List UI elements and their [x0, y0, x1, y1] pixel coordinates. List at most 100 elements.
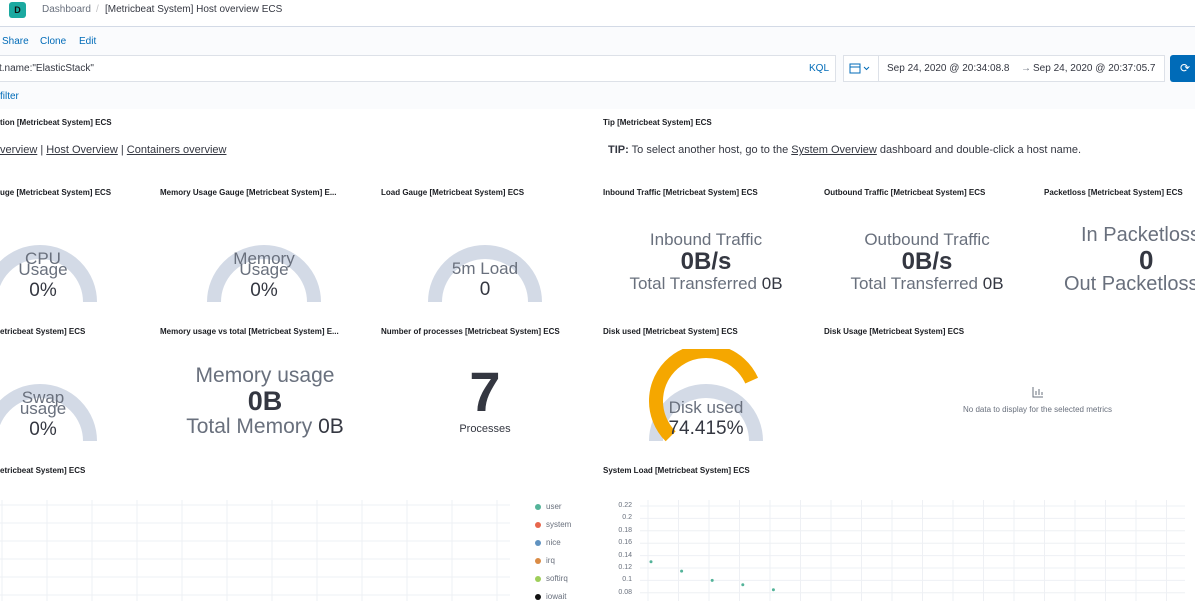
total-memory-value: 0B	[318, 415, 344, 438]
legend-item-softirq[interactable]: softirq	[535, 574, 568, 583]
load-gauge-label-text: 5m Load	[451, 259, 519, 278]
packetloss-out-label: Out Packetloss	[1064, 273, 1195, 295]
breadcrumb-current: [Metricbeat System] Host overview ECS	[105, 4, 283, 15]
system-load-point[interactable]	[710, 578, 714, 582]
calendar-icon	[849, 63, 870, 74]
add-filter-link[interactable]: filter	[0, 91, 19, 102]
inbound-traffic-metric: Inbound Traffic 0B/s Total Transferred 0…	[606, 230, 806, 294]
y-tick-label: 0.08	[618, 588, 632, 596]
legend-dot	[535, 521, 541, 528]
dashboard-actions: Share Clone Edit	[0, 27, 1195, 55]
memory-total-metric: Memory usage 0B Total Memory 0B	[165, 364, 365, 439]
outbound-traffic-value: 0B/s	[901, 248, 953, 275]
disk-used-label-text: Disk used	[668, 398, 744, 417]
cpu-gauge-track	[0, 245, 97, 303]
panel-title-inbound: Inbound Traffic [Metricbeat System] ECS	[603, 188, 758, 197]
breadcrumb-separator: /	[96, 4, 99, 15]
y-tick-label: 0.22	[618, 502, 632, 509]
nav-link-host-overview[interactable]: Host Overview	[46, 144, 118, 156]
inbound-traffic-value: 0B/s	[680, 248, 732, 275]
nav-separator: |	[120, 144, 124, 156]
legend-label: nice	[546, 538, 561, 547]
space-avatar[interactable]: D	[9, 2, 26, 18]
disk-used-gauge	[649, 349, 763, 442]
panel-title-processes: Number of processes [Metricbeat System] …	[381, 327, 560, 336]
memory-gauge-label-line1: Memory	[233, 249, 295, 268]
cpu-gauge	[0, 245, 97, 303]
edit-link[interactable]: Edit	[79, 36, 97, 47]
date-quick-menu-button[interactable]	[843, 55, 879, 82]
packetloss-metric: In Packetloss 0 Out Packetloss	[1060, 224, 1195, 296]
disk-used-label: Disk used 74.415%	[646, 399, 766, 438]
inbound-total-label: Total Transferred	[629, 274, 758, 293]
query-input[interactable]: t.name:"ElasticStack" KQL	[0, 55, 836, 82]
swap-gauge-label: Swap usage 0%	[0, 389, 86, 439]
nav-link-containers-overview[interactable]: Containers overview	[126, 144, 227, 156]
panel-title-memory-total: Memory usage vs total [Metricbeat System…	[160, 327, 339, 336]
panel-title-outbound: Outbound Traffic [Metricbeat System] ECS	[824, 188, 986, 197]
legend-label: user	[546, 502, 562, 511]
breadcrumb-dashboard[interactable]: Dashboard	[42, 4, 91, 15]
cpu-gauge-value: 0%	[29, 280, 57, 301]
cpu-gauge-label: CPU Usage 0%	[0, 250, 86, 300]
filter-bar: filter	[0, 86, 1195, 109]
swap-gauge	[0, 384, 97, 442]
outbound-total-label: Total Transferred	[850, 274, 979, 293]
system-overview-link[interactable]: System Overview	[791, 144, 877, 156]
y-tick-label: 0.18	[618, 526, 632, 534]
top-header: D Dashboard / [Metricbeat System] Host o…	[0, 0, 1195, 27]
panel-title-navigation: tion [Metricbeat System] ECS	[0, 118, 112, 127]
panel-title-system-load: System Load [Metricbeat System] ECS	[603, 466, 750, 475]
cpu-gauge-label-line2: Usage	[18, 260, 68, 279]
nav-separator: |	[40, 144, 44, 156]
date-end[interactable]: Sep 24, 2020 @ 20:37:05.7	[1033, 63, 1156, 74]
y-tick-label: 0.2	[622, 514, 632, 522]
processes-value: 7	[469, 360, 501, 423]
packetloss-in-label: In Packetloss	[1081, 224, 1195, 246]
legend-dot	[535, 593, 541, 600]
refresh-button[interactable]: ⟳	[1170, 55, 1195, 82]
kql-toggle[interactable]: KQL	[809, 63, 830, 74]
y-tick-label: 0.1	[622, 576, 632, 584]
y-tick-label: 0.14	[618, 551, 632, 559]
system-load-point[interactable]	[771, 588, 775, 592]
outbound-traffic-metric: Outbound Traffic 0B/s Total Transferred …	[827, 230, 1027, 294]
load-gauge-value: 0	[479, 279, 491, 300]
panel-title-memory-gauge: Memory Usage Gauge [Metricbeat System] E…	[160, 188, 337, 197]
system-load-point[interactable]	[649, 560, 653, 564]
date-arrow: →	[1021, 63, 1031, 74]
tip-text-before: To select another host, go to the	[628, 144, 792, 156]
processes-metric: 7 Processes	[435, 360, 535, 436]
navigation-links: verview | Host Overview | Containers ove…	[0, 144, 226, 156]
tip-text-after: dashboard and double-click a host name.	[876, 144, 1082, 156]
nav-link-overview[interactable]: verview	[0, 144, 38, 156]
system-load-point[interactable]	[741, 583, 745, 587]
legend-item-nice[interactable]: nice	[535, 538, 561, 547]
panel-title-disk-used: Disk used [Metricbeat System] ECS	[603, 327, 738, 336]
date-range-picker[interactable]: Sep 24, 2020 @ 20:34:08.8 → Sep 24, 2020…	[879, 55, 1165, 82]
legend-item-user[interactable]: user	[535, 502, 562, 511]
legend-item-system[interactable]: system	[535, 520, 571, 529]
legend-item-iowait[interactable]: iowait	[535, 592, 566, 601]
share-link[interactable]: Share	[2, 36, 29, 47]
disk-used-value: 74.415%	[668, 418, 744, 439]
panel-title-swap-gauge: etricbeat System] ECS	[0, 327, 86, 336]
clone-link[interactable]: Clone	[40, 36, 67, 47]
cpu-gauge-label-line1: CPU	[25, 249, 61, 268]
panel-title-load-gauge: Load Gauge [Metricbeat System] ECS	[381, 188, 525, 197]
legend-item-irq[interactable]: irq	[535, 556, 555, 565]
chart-icon	[1032, 387, 1043, 398]
panel-title-cpu-chart: etricbeat System] ECS	[0, 466, 86, 475]
panel-title-cpu-gauge: uge [Metricbeat System] ECS	[0, 188, 112, 197]
swap-gauge-label-line1: Swap	[21, 388, 65, 407]
system-load-chart	[640, 500, 1185, 601]
disk-usage-empty-state: No data to display for the selected metr…	[930, 385, 1145, 414]
disk-usage-empty-text: No data to display for the selected metr…	[963, 405, 1112, 414]
inbound-total-value: 0B	[761, 274, 783, 293]
panel-title-packetloss: Packetloss [Metricbeat System] ECS	[1044, 188, 1183, 197]
system-load-point[interactable]	[680, 569, 684, 573]
date-start[interactable]: Sep 24, 2020 @ 20:34:08.8	[887, 63, 1010, 74]
memory-gauge	[207, 245, 321, 303]
refresh-icon: ⟳	[1179, 61, 1191, 75]
y-tick-label: 0.16	[618, 539, 632, 547]
